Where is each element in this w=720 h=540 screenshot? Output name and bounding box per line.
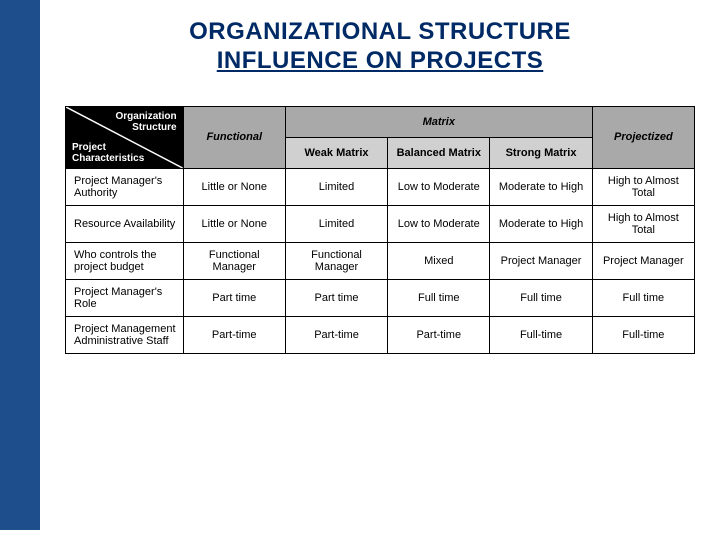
cell: Part time — [183, 279, 285, 316]
col-header-strong: Strong Matrix — [490, 137, 592, 168]
table-row: Project Manager's Role Part time Part ti… — [66, 279, 695, 316]
row-label: Project Manager's Role — [66, 279, 184, 316]
cell: Mixed — [388, 242, 490, 279]
cell: Low to Moderate — [388, 205, 490, 242]
cell: Part-time — [183, 316, 285, 353]
table-row: Project Manager's Authority Little or No… — [66, 168, 695, 205]
cell: Full time — [490, 279, 592, 316]
row-label: Resource Availability — [66, 205, 184, 242]
col-header-balanced: Balanced Matrix — [388, 137, 490, 168]
col-header-functional: Functional — [183, 106, 285, 168]
cell: Part-time — [388, 316, 490, 353]
col-header-projectized: Projectized — [592, 106, 694, 168]
cell: High to Almost Total — [592, 205, 694, 242]
cell: Limited — [285, 205, 387, 242]
col-header-matrix-group: Matrix — [285, 106, 592, 137]
cell: Part time — [285, 279, 387, 316]
cell: High to Almost Total — [592, 168, 694, 205]
cell: Limited — [285, 168, 387, 205]
left-sidebar-accent — [0, 0, 40, 530]
header-row-1: OrganizationStructure ProjectCharacteris… — [66, 106, 695, 137]
row-label: Project Manager's Authority — [66, 168, 184, 205]
page-title: ORGANIZATIONAL STRUCTURE INFLUENCE ON PR… — [50, 18, 710, 76]
slide-content: ORGANIZATIONAL STRUCTURE INFLUENCE ON PR… — [50, 0, 710, 354]
diagonal-header-cell: OrganizationStructure ProjectCharacteris… — [66, 106, 184, 168]
org-structure-table: OrganizationStructure ProjectCharacteris… — [65, 106, 695, 354]
cell: Project Manager — [490, 242, 592, 279]
cell: Low to Moderate — [388, 168, 490, 205]
title-line-1: ORGANIZATIONAL STRUCTURE — [189, 18, 571, 45]
cell: Part-time — [285, 316, 387, 353]
cell: Full time — [592, 279, 694, 316]
cell: Project Manager — [592, 242, 694, 279]
cell: Full-time — [490, 316, 592, 353]
diag-bot-label: ProjectCharacteristics — [72, 142, 144, 164]
cell: Little or None — [183, 205, 285, 242]
cell: Little or None — [183, 168, 285, 205]
cell: Moderate to High — [490, 168, 592, 205]
cell: Moderate to High — [490, 205, 592, 242]
table-row: Who controls the project budget Function… — [66, 242, 695, 279]
table-row: Project Management Administrative Staff … — [66, 316, 695, 353]
cell: Full-time — [592, 316, 694, 353]
col-header-weak: Weak Matrix — [285, 137, 387, 168]
cell: Functional Manager — [285, 242, 387, 279]
title-line-2: INFLUENCE ON PROJECTS — [217, 47, 544, 74]
cell: Functional Manager — [183, 242, 285, 279]
diag-top-label: OrganizationStructure — [115, 111, 176, 133]
cell: Full time — [388, 279, 490, 316]
row-label: Project Management Administrative Staff — [66, 316, 184, 353]
row-label: Who controls the project budget — [66, 242, 184, 279]
table-row: Resource Availability Little or None Lim… — [66, 205, 695, 242]
